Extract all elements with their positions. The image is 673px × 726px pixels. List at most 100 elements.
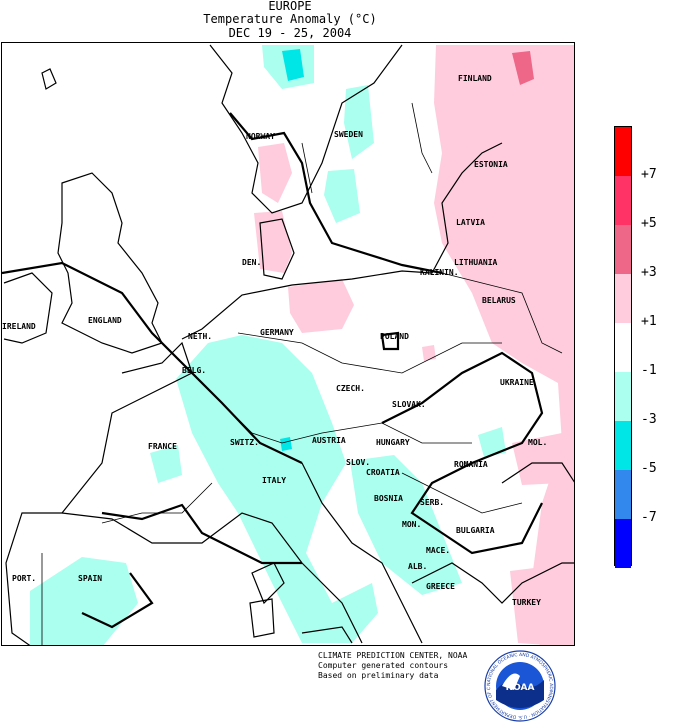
country-label-romania: ROMANIA [454,460,488,469]
cold-core [280,49,304,451]
credit-line-method: Computer generated contours [318,661,449,670]
legend-tick-label: +3 [641,265,657,280]
contour-france-south [101,503,302,565]
credit-block: CLIMATE PREDICTION CENTER, NOAA Computer… [318,651,467,681]
warm-region-poland [422,345,436,361]
cold-region-france [150,445,182,483]
coast-black-sea-north [501,462,574,484]
coast-france-iberia-west [5,341,193,645]
country-label-slovenia: SLOV. [346,458,370,467]
coast-britain [57,172,163,354]
warm-region-denmark [254,211,292,273]
country-label-ukraine: UKRAINE [500,378,534,387]
country-label-poland: POLAND [380,332,409,341]
coast-denmark [259,218,295,280]
coast-sardinia [249,598,275,638]
warm-region-germany [288,279,354,333]
anomaly-map: FINLAND NORWAY SWEDEN ESTONIA LATVIA LIT… [1,42,575,646]
noaa-logo: NATIONAL OCEANIC AND ATMOSPHERIC ADMINIS… [476,646,562,726]
coast-ireland [3,272,53,344]
country-label-belgium: BELG. [182,366,206,375]
cold-core-norway [282,49,304,81]
country-label-serbia: SERB. [420,498,444,507]
border-sweden-finland [411,102,433,174]
map-date-range: DEC 19 - 25, 2004 [228,26,352,40]
legend-tick-label: -7 [641,510,657,525]
map-subtitle: Temperature Anomaly (°C) [203,12,377,26]
country-label-estonia: ESTONIA [474,160,508,169]
legend-swatch [615,176,631,226]
country-label-albania: ALB. [408,562,427,571]
country-label-lithuania: LITHUANIA [454,258,498,267]
country-label-ireland: IRELAND [2,322,36,331]
legend-swatch [615,225,631,275]
coast-aegean-blacksea [411,562,574,604]
noaa-logo-image: NATIONAL OCEANIC AND ATMOSPHERIC ADMINIS… [476,646,556,722]
legend-swatch [615,372,631,422]
country-label-sweden: SWEDEN [334,130,363,139]
coast-corsica [251,562,285,605]
warm-region-norway [258,143,292,203]
map-title: EUROPE [268,0,312,13]
credit-line-data-note: Based on preliminary data [318,671,439,680]
country-label-norway: NORWAY [246,132,275,141]
coast-north-sea-baltic [181,142,503,340]
cold-region-balkans [350,455,462,595]
country-label-hungary: HUNGARY [376,438,410,447]
legend-tick-label: +5 [641,216,657,231]
cold-region-sweden-south [324,169,360,223]
warm-core-finland [512,51,534,85]
country-label-italy: ITALY [262,476,286,485]
border-france-spain [101,482,213,524]
legend-tick-label: -3 [641,412,657,427]
country-label-turkey: TURKEY [512,598,541,607]
coast-sicily [301,626,353,644]
cold-region-sweden-north [344,85,374,159]
country-label-finland: FINLAND [458,74,492,83]
country-label-montenegro: MON. [402,520,421,529]
country-label-slovakia: SLOVAK. [392,400,426,409]
cold-core-alps [280,437,292,451]
logo-gull [502,673,520,690]
legend-swatch [615,519,631,568]
border-central [237,332,502,374]
country-label-switzerland: SWITZ. [230,438,259,447]
border-norway-sweden [301,142,313,194]
country-label-netherlands: NETH. [188,332,212,341]
credit-line-agency: CLIMATE PREDICTION CENTER, NOAA [318,651,468,660]
country-label-austria: AUSTRIA [312,436,346,445]
border-balkan [401,472,523,514]
warm-region-east [434,45,574,645]
country-label-bosnia: BOSNIA [374,494,403,503]
country-label-belarus: BELARUS [482,296,516,305]
country-label-latvia: LATVIA [456,218,485,227]
legend-tick-label: +7 [641,167,657,182]
country-label-denmark: DEN. [242,258,261,267]
logo-wordmark: NOAA [506,683,535,693]
legend-tick-label: -1 [641,363,657,378]
cold-region-romania [478,427,506,457]
contour-poland-loop [380,331,400,351]
legend-swatch [615,323,631,373]
map-canvas: FINLAND NORWAY SWEDEN ESTONIA LATVIA LIT… [2,44,574,645]
legend-swatch [615,127,631,177]
border-baltic-belarus [441,272,563,354]
coast-scandinavia [209,44,403,214]
contour-ukraine-romania [381,351,544,555]
coastlines [3,44,574,645]
country-label-kaliningrad: KALININ. [420,268,459,277]
color-legend [614,126,632,568]
warm-core [512,51,534,85]
cold-region-central [176,335,378,643]
legend-tick-label: +1 [641,314,657,329]
country-label-spain: SPAIN [78,574,102,583]
legend-swatch [615,470,631,520]
country-label-germany: GERMANY [260,328,294,337]
legend-swatch [615,274,631,324]
legend-swatch [615,421,631,471]
contour-britain-alps [2,261,303,464]
warm-anomaly-regions [254,45,574,645]
country-label-bulgaria: BULGARIA [456,526,495,535]
country-label-croatia: CROATIA [366,468,400,477]
country-label-portugal: PORT. [12,574,36,583]
